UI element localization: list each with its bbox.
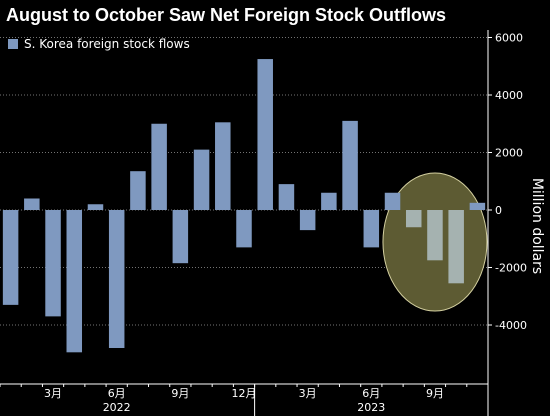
legend-swatch (8, 39, 18, 49)
bar-2022-07 (130, 171, 146, 210)
bar-2023-05 (342, 120, 358, 210)
bar-2023-07 (384, 192, 401, 210)
y-tick-label: 4000 (495, 89, 523, 102)
y-tick-label: -2000 (495, 262, 527, 275)
bar-2022-12 (236, 210, 252, 248)
x-tick-label: 6月 (362, 387, 380, 400)
bar-2022-10 (193, 149, 210, 210)
y-tick-label: 0 (495, 204, 502, 217)
legend-label: S. Korea foreign stock flows (24, 37, 190, 51)
bar-2023-06 (363, 210, 380, 248)
x-tick-label: 3月 (44, 387, 62, 400)
bar-2023-02 (278, 184, 295, 210)
bar-2023-01 (257, 59, 273, 210)
y-tick-label: 2000 (495, 147, 523, 160)
bar-2022-11 (215, 122, 231, 210)
bar-2022-04 (66, 210, 83, 353)
y-tick-label: -4000 (495, 319, 527, 332)
bar-2023-09 (427, 210, 443, 261)
bar-2022-05 (87, 204, 104, 210)
bar-2023-10 (448, 210, 464, 284)
bar-2022-06 (108, 210, 125, 348)
y-axis-label: Million dollars (529, 178, 545, 274)
bar-2022-02 (24, 198, 40, 210)
bar-2022-01 (2, 210, 19, 305)
year-label: 2022 (103, 401, 131, 414)
axes: 6000 4000 2000 0 -2000 -4000 3月 6月 9月 12月 3月 6月 9月 20… (0, 30, 527, 416)
x-tick-label: 3月 (299, 387, 317, 400)
bar-2022-08 (151, 123, 167, 210)
bar-2022-03 (45, 210, 61, 317)
x-tick-label: 9月 (426, 387, 444, 400)
bar-2023-03 (299, 210, 316, 231)
y-tick-label: 6000 (495, 32, 523, 45)
bar-2023-04 (321, 192, 337, 210)
x-tick-label: 12月 (232, 387, 257, 400)
x-tick-label: 6月 (108, 387, 126, 400)
bar-2023-08 (405, 210, 422, 228)
x-tick-label: 9月 (171, 387, 189, 400)
legend: S. Korea foreign stock flows (8, 37, 190, 51)
bars (2, 59, 486, 353)
chart-title: August to October Saw Net Foreign Stock … (6, 5, 447, 25)
year-label: 2023 (357, 401, 385, 414)
bar-2023-11 (469, 202, 486, 210)
bar-2022-09 (172, 210, 189, 264)
